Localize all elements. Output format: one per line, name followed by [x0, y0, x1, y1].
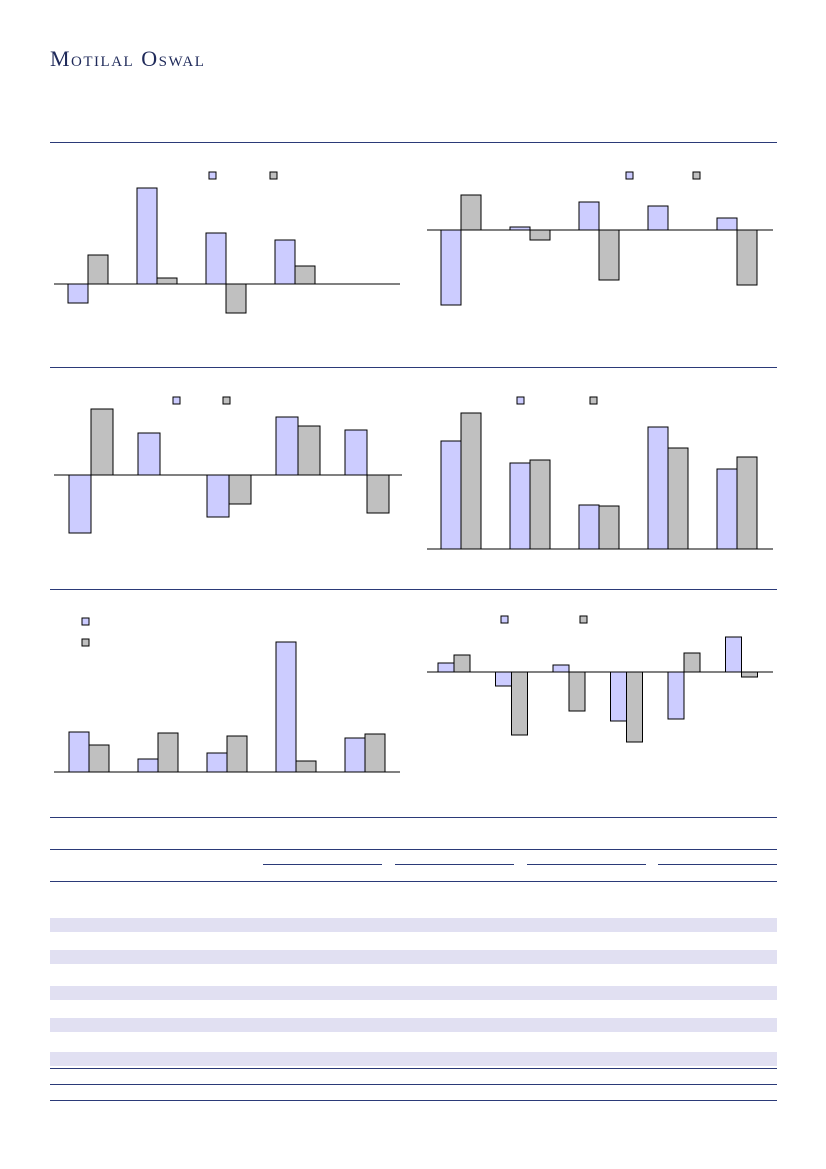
- legend-swatch-1: [81, 617, 90, 626]
- bar-series-1-2: [495, 671, 512, 687]
- table-rule-total: [50, 1068, 777, 1069]
- bar-series-1-4: [610, 671, 627, 722]
- legend-swatch-1: [172, 396, 181, 405]
- bar-series-1-3: [552, 664, 570, 673]
- column-group-rule-2: [395, 864, 514, 865]
- table-rule-header: [50, 849, 777, 850]
- table-rule-bottom: [50, 1100, 777, 1101]
- section-rule-3: [50, 589, 777, 590]
- bar-series-2-4: [626, 671, 643, 743]
- bar-series-2-5: [683, 652, 701, 673]
- column-group-rule-4: [658, 864, 777, 865]
- brand-logo: Motilal Oswal: [50, 46, 206, 71]
- bar-series-2-1: [453, 654, 471, 673]
- bar-series-2-2: [511, 671, 528, 736]
- legend-swatch-2: [692, 171, 701, 180]
- legend-swatch-2: [81, 638, 90, 647]
- legend-swatch-2: [269, 171, 278, 180]
- legend-swatch-1: [208, 171, 217, 180]
- table-row: [50, 950, 777, 964]
- table-rule-body: [50, 881, 777, 882]
- legend-swatch-2: [222, 396, 231, 405]
- table-row: [50, 918, 777, 932]
- column-group-rule-3: [527, 864, 646, 865]
- table-row: [50, 1018, 777, 1032]
- column-group-rule-1: [263, 864, 382, 865]
- legend-swatch-1: [516, 396, 525, 405]
- bar-series-1-6: [725, 636, 742, 673]
- bar-series-2-3: [568, 671, 586, 712]
- legend-swatch-2: [579, 615, 588, 624]
- bar-series-1-5: [667, 671, 685, 720]
- legend-swatch-2: [589, 396, 598, 405]
- table-row: [50, 1052, 777, 1066]
- section-rule-2: [50, 367, 777, 368]
- legend-swatch-1: [500, 615, 509, 624]
- bar-series-1-1: [437, 662, 455, 673]
- table-rule-top: [50, 817, 777, 818]
- table-row: [50, 986, 777, 1000]
- table-rule-total-2: [50, 1084, 777, 1085]
- bar-series-2-6: [741, 671, 758, 678]
- legend-swatch-1: [625, 171, 634, 180]
- section-rule-1: [50, 142, 777, 143]
